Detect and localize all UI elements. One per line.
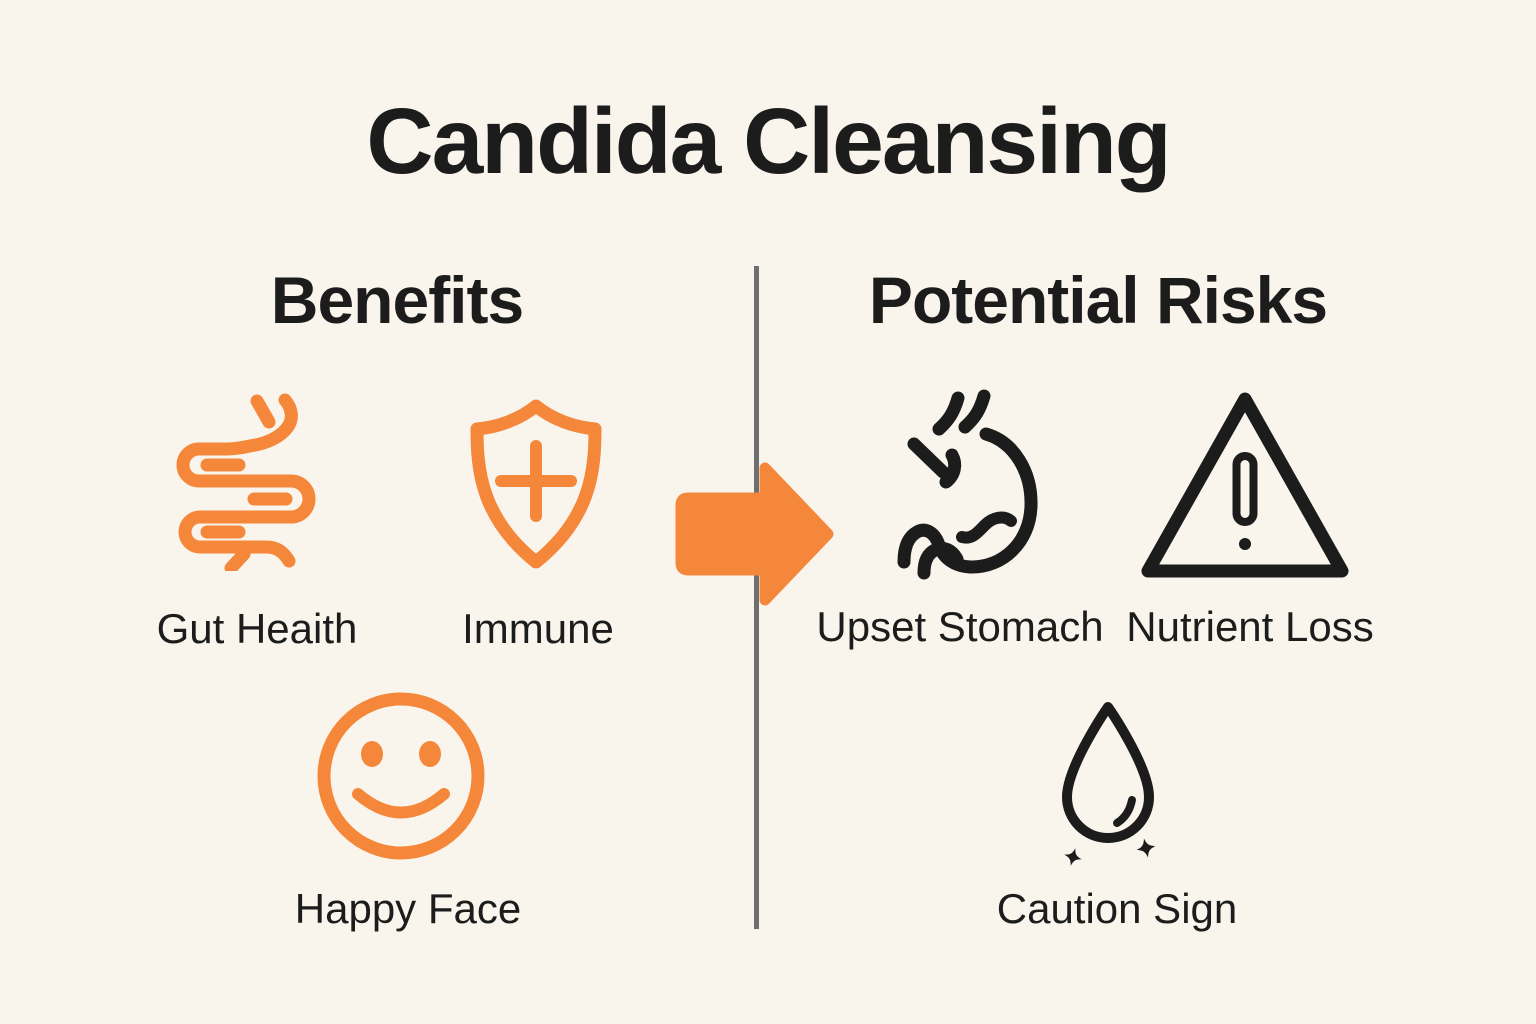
caution-sign-label: Caution Sign bbox=[996, 885, 1238, 932]
column-divider bbox=[754, 266, 759, 929]
happy-face-icon bbox=[317, 692, 485, 860]
water-drop-caution-icon bbox=[1062, 702, 1156, 866]
benefits-heading: Benefits bbox=[270, 263, 524, 337]
upset-stomach-label: Upset Stomach bbox=[816, 603, 1104, 650]
shield-plus-icon bbox=[470, 399, 602, 569]
right-arrow-icon bbox=[675, 462, 834, 606]
happy-face-label: Happy Face bbox=[294, 885, 522, 932]
upset-stomach-icon bbox=[897, 389, 1038, 580]
nutrient-loss-label: Nutrient Loss bbox=[1126, 603, 1374, 650]
warning-triangle-icon bbox=[1141, 392, 1349, 578]
page-title: Candida Cleansing bbox=[366, 89, 1171, 193]
gut-health-label: Gut Heaith bbox=[156, 605, 358, 652]
risks-heading: Potential Risks bbox=[868, 263, 1328, 337]
immune-label: Immune bbox=[462, 605, 614, 652]
intestines-icon bbox=[176, 393, 316, 571]
sparkle-icon bbox=[1064, 838, 1156, 866]
